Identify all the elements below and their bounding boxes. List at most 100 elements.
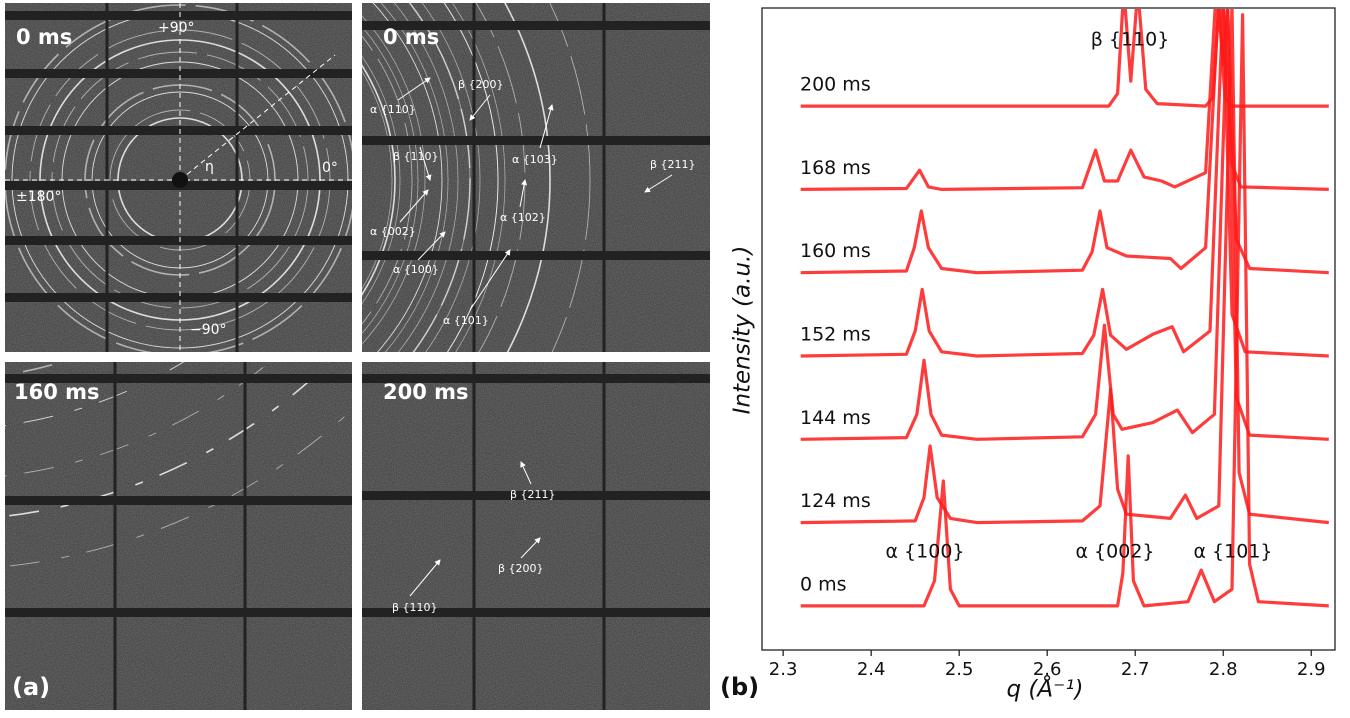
panel-time: 0 ms: [383, 25, 439, 49]
image-annotation: α {102}: [500, 211, 546, 224]
annotation-arrow: [397, 77, 431, 101]
detector-gap: [113, 362, 117, 710]
x-axis-label: q (Å⁻¹): [1007, 675, 1084, 703]
image-annotation: ±180°: [16, 189, 61, 205]
detector-gap: [362, 374, 710, 383]
detector-gap: [5, 236, 352, 245]
image-annotation: β {211}: [650, 158, 696, 171]
panel-time: 200 ms: [383, 380, 469, 404]
panel-time: 160 ms: [14, 380, 100, 404]
trace-label: 124 ms: [800, 490, 871, 512]
trace-line: [800, 9, 1329, 441]
image-annotation: 0°: [322, 160, 338, 176]
annotation-arrow: [520, 537, 541, 559]
image-annotation: α {100}: [393, 263, 439, 276]
trace-line: [800, 13, 1329, 608]
annotation-arrow: [417, 231, 446, 261]
panel-label: (a): [12, 673, 50, 701]
detector-gap: [362, 136, 710, 145]
x-tick-label: 2.3: [769, 659, 798, 680]
diffraction-images: 0 ms 0 ms 160 ms 200 ms +90° 0° ±180° −90° η α {1…: [5, 3, 710, 710]
diffraction-ring: [452, 3, 506, 352]
detector-gap: [602, 3, 606, 352]
image-annotation: −90°: [190, 322, 227, 338]
annotation-arrow: [644, 174, 673, 193]
y-axis-label: Intensity (a.u.): [730, 246, 756, 415]
image-annotation: β {200}: [458, 78, 504, 91]
detector-gap: [243, 362, 247, 710]
trace-label: 168 ms: [800, 157, 871, 179]
image-noise: [362, 3, 710, 352]
detector-gap: [5, 69, 352, 78]
diffraction-ring: [380, 3, 449, 352]
x-tick-label: 2.5: [945, 659, 974, 680]
image-annotation: +90°: [158, 20, 195, 36]
image-annotation: η: [205, 159, 214, 175]
detector-gap: [602, 362, 606, 710]
annotation-arrow: [419, 146, 432, 181]
detector-gap: [362, 21, 710, 30]
image-annotation: α {110}: [370, 103, 416, 116]
image-annotation: α {103}: [512, 153, 558, 166]
annotation-arrow: [399, 189, 429, 223]
peak-annotation: α {101}: [1193, 541, 1272, 563]
image-annotation: β {200}: [498, 562, 544, 575]
diffraction-ring: [362, 70, 393, 290]
diffraction-ring: [503, 3, 551, 352]
image-annotation: β {110}: [392, 601, 438, 614]
trace-line: [800, 9, 1329, 191]
trace-label: 152 ms: [800, 323, 871, 345]
detector-gap: [5, 374, 352, 383]
x-tick-label: 2.9: [1297, 659, 1326, 680]
detector-gap: [5, 608, 352, 617]
beam-stop: [172, 172, 188, 188]
diffraction-ring: [549, 3, 591, 352]
image-noise: [5, 362, 352, 710]
detector-gap: [5, 293, 352, 302]
image-panel: [5, 362, 352, 710]
annotation-arrow: [520, 461, 532, 485]
image-annotation: α {002}: [370, 225, 416, 238]
image-panel: [362, 362, 710, 710]
annotation-arrow: [469, 94, 491, 121]
annotation-arrow: [539, 104, 554, 149]
detector-gap: [235, 3, 239, 352]
trace-label: 160 ms: [800, 240, 871, 262]
diffraction-ring: [393, 3, 459, 352]
plot-area: [800, 9, 1329, 608]
diffraction-ring: [362, 15, 426, 345]
trace-label: 200 ms: [800, 74, 871, 96]
annotation-arrow: [469, 249, 511, 311]
trace-line: [800, 9, 1329, 358]
annotation-arrow: [519, 179, 528, 208]
chart: 2.3 2.4 2.5 2.6 2.7 2.8 2.9 0 ms 124 ms 144 ms 152…: [720, 7, 1336, 703]
detector-gap: [5, 126, 352, 135]
diffraction-ring: [362, 64, 396, 296]
detector-gap: [362, 491, 710, 500]
trace-line: [800, 9, 1329, 275]
diffraction-ring: [372, 3, 443, 352]
diffraction-ring: [362, 55, 401, 305]
peak-annotation: α {100}: [885, 541, 964, 563]
trace-label: 0 ms: [800, 573, 847, 595]
diffraction-ring: [409, 3, 471, 352]
trace-line: [800, 9, 1329, 108]
plot-frame: [761, 7, 1336, 651]
peak-annotation: α {002}: [1075, 541, 1154, 563]
peak-annotation: β {110}: [1091, 29, 1170, 51]
x-tick-label: 2.6: [1033, 659, 1062, 680]
x-tick-label: 2.8: [1209, 659, 1238, 680]
panel-label: (b): [720, 673, 759, 701]
detector-gap: [362, 251, 710, 260]
diffraction-ring: [443, 3, 499, 352]
image-annotation: β {211}: [510, 488, 556, 501]
detector-gap: [472, 3, 476, 352]
trace-label: 144 ms: [800, 407, 871, 429]
detector-gap: [5, 496, 352, 505]
image-annotation: α {101}: [443, 314, 489, 327]
detector-gap: [105, 3, 109, 352]
diffraction-ring: [362, 26, 419, 334]
x-tick-label: 2.7: [1121, 659, 1150, 680]
